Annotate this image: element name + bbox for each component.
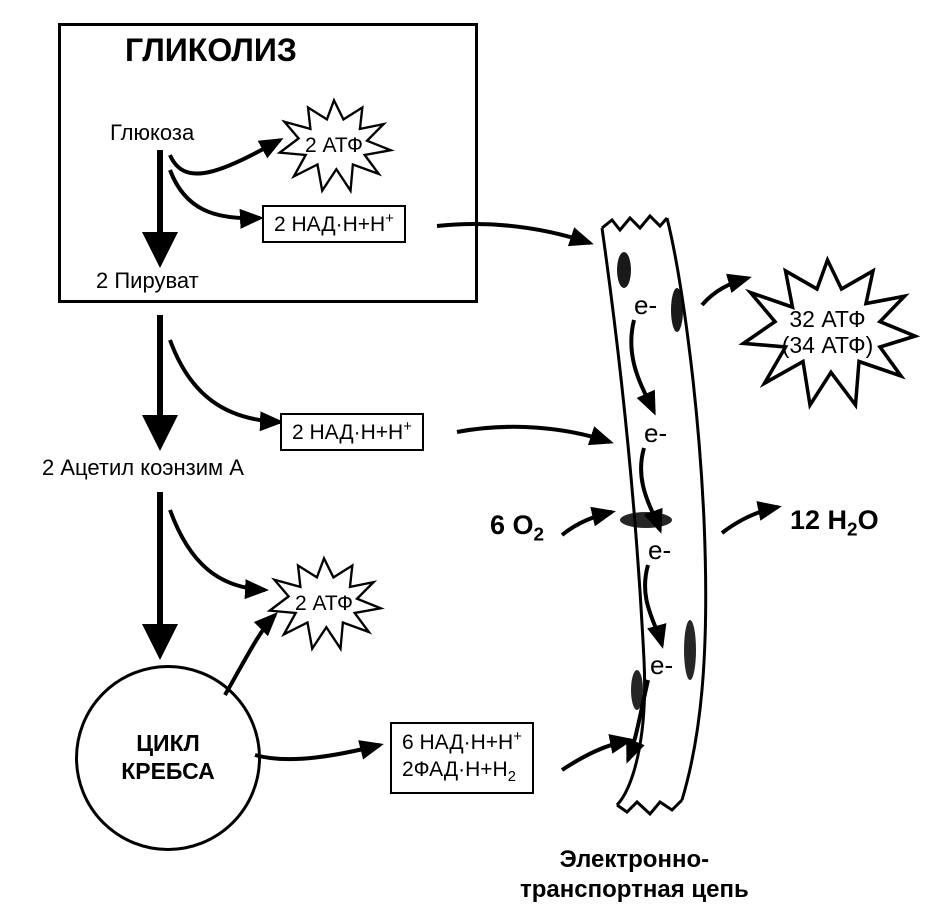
arrow-nadh1-to-etc bbox=[435, 218, 600, 258]
acetyl-label: 2 Ацетил коэнзим A bbox=[42, 455, 244, 481]
arrow-e4-down bbox=[636, 680, 686, 770]
atp-burst-1: 2 АТФ bbox=[275, 98, 393, 193]
h2o-text: 12 H2O bbox=[790, 505, 879, 535]
arrow-etc-to-h2o bbox=[720, 505, 785, 540]
o2-text: 6 O2 bbox=[490, 510, 544, 540]
nadh-box-1: 2 НАД·H+H+ bbox=[262, 205, 406, 243]
nadh-box-1-text: 2 НАД·H+H+ bbox=[274, 213, 394, 236]
arrow-e1-e2 bbox=[624, 320, 674, 420]
arrow-nadh2-to-etc bbox=[455, 422, 620, 462]
etc-caption-text: Электронно-транспортная цепь bbox=[520, 846, 749, 903]
electron-3: e- bbox=[648, 535, 671, 566]
arrow-krebs-to-nadh3 bbox=[250, 720, 390, 770]
krebs-text: ЦИКЛ КРЕБСА bbox=[121, 730, 215, 785]
electron-4: e- bbox=[650, 650, 673, 681]
arrow-krebs-to-atp2 bbox=[220, 610, 300, 710]
atp-burst-2-text: 2 АТФ bbox=[295, 592, 353, 615]
glycolysis-title: ГЛИКОЛИЗ bbox=[125, 32, 297, 69]
nadh-box-2: 2 НАД·H+H+ bbox=[280, 413, 424, 451]
o2-label: 6 O2 bbox=[490, 510, 544, 546]
pyruvate-label: 2 Пируват bbox=[96, 268, 199, 294]
atp-burst-1-text: 2 АТФ bbox=[305, 134, 363, 157]
electron-2: e- bbox=[644, 418, 667, 449]
h2o-label: 12 H2O bbox=[790, 505, 879, 541]
electron-1: e- bbox=[634, 290, 657, 321]
arrow-nadh3-to-etc bbox=[560, 740, 640, 785]
arrow-o2-into-etc bbox=[560, 510, 620, 550]
arrow-glucose-to-nadh1 bbox=[165, 170, 275, 240]
etc-caption: Электронно-транспортная цепь bbox=[520, 845, 749, 905]
nadh-box-3-text: 6 НАД·H+H+2ФАД·H+H2 bbox=[402, 731, 522, 781]
glucose-label: Глюкоза bbox=[110, 120, 194, 146]
arrow-e3-e4 bbox=[638, 565, 688, 653]
nadh-box-3: 6 НАД·H+H+2ФАД·H+H2 bbox=[390, 722, 534, 794]
nadh-box-2-text: 2 НАД·H+H+ bbox=[292, 421, 412, 444]
arrow-pyruvate-to-nadh2 bbox=[165, 340, 295, 440]
atp-burst-big-text: 32 АТФ(34 АТФ) bbox=[782, 307, 874, 358]
arrow-e2-e3 bbox=[634, 448, 684, 538]
arrow-etc-to-atp bbox=[700, 275, 755, 315]
atp-burst-big: 32 АТФ(34 АТФ) bbox=[740, 260, 915, 405]
